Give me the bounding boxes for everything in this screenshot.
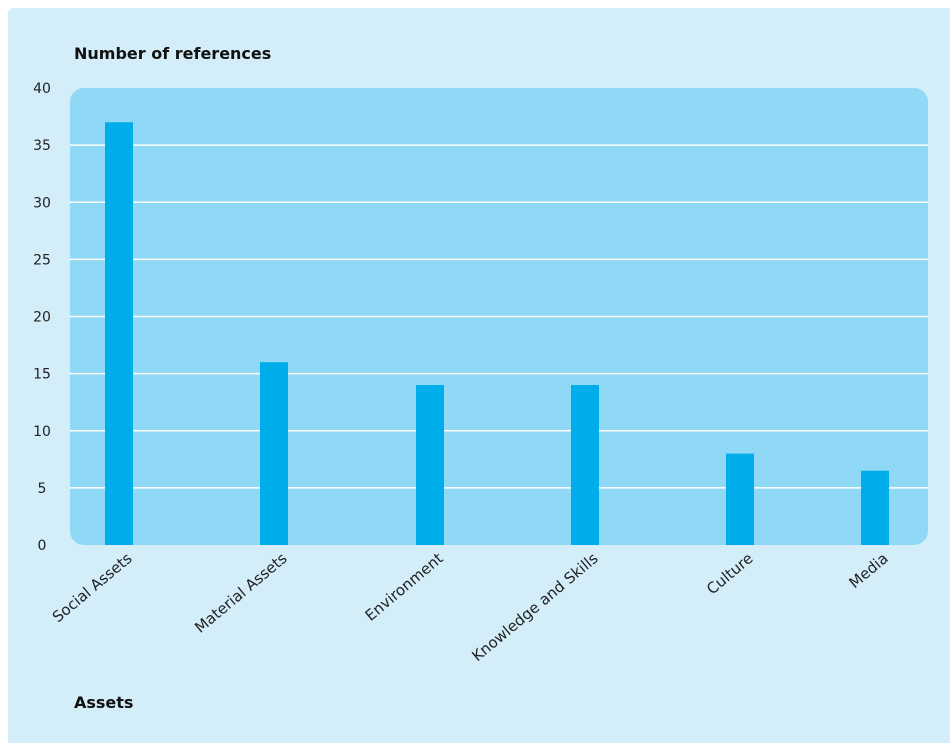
- y-tick-label: 30: [33, 195, 51, 211]
- bar: [260, 362, 288, 545]
- y-tick-label: 40: [33, 81, 51, 97]
- y-tick-label: 0: [38, 538, 47, 554]
- bar: [105, 122, 133, 546]
- y-tick-label: 10: [33, 424, 51, 440]
- x-tick-label: Environment: [362, 549, 447, 624]
- y-tick-label: 20: [33, 310, 51, 326]
- y-axis-label: Number of references: [74, 44, 272, 63]
- x-tick-label: Material Assets: [191, 549, 290, 637]
- bar: [861, 470, 889, 545]
- bar: [571, 385, 599, 545]
- x-tick-label: Social Assets: [49, 549, 136, 626]
- x-tick-label: Knowledge and Skills: [468, 549, 601, 665]
- y-tick-label: 5: [38, 481, 47, 497]
- y-tick-label: 15: [33, 367, 51, 383]
- bar: [726, 453, 754, 545]
- bar: [416, 385, 444, 545]
- x-tick-label: Culture: [703, 549, 756, 598]
- y-tick-label: 25: [33, 252, 51, 268]
- y-tick-label: 35: [33, 138, 51, 154]
- x-tick-label: Media: [845, 549, 891, 592]
- x-axis-label: Assets: [74, 693, 134, 712]
